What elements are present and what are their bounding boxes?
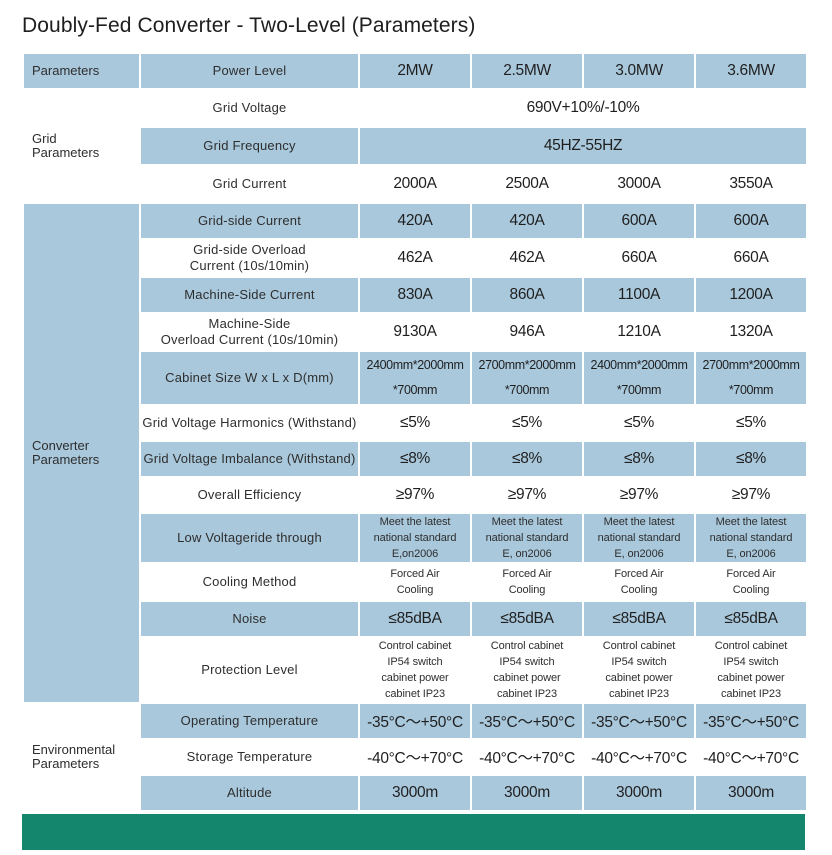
group-converter-parameters: Converter Parameters: [22, 202, 141, 704]
converter-value-11-2: ≤85dBA: [470, 600, 584, 638]
converter-value-8-2: ≥97%: [470, 476, 584, 514]
converter-value-1-2: 420A: [470, 202, 584, 240]
column-header-3: 3.0MW: [582, 52, 696, 90]
environmental-value-3-1: 3000m: [358, 774, 472, 812]
converter-value-4-3: 1210A: [582, 312, 696, 352]
grid-param-2: Grid Frequency: [139, 126, 360, 166]
environmental-param-1: Operating Temperature: [139, 702, 360, 740]
converter-param-5: Cabinet Size W x L x D(mm): [139, 350, 360, 406]
converter-value-7-3: ≤8%: [582, 440, 696, 478]
converter-value-6-2: ≤5%: [470, 404, 584, 442]
page-title: Doubly-Fed Converter - Two-Level (Parame…: [22, 14, 476, 37]
param-header-cell: Power Level: [139, 52, 360, 90]
converter-value-6-4: ≤5%: [694, 404, 808, 442]
converter-value-3-2: 860A: [470, 276, 584, 314]
grid-value-3-1: 2000A: [358, 164, 472, 204]
environmental-value-3-4: 3000m: [694, 774, 808, 812]
environmental-param-3: Altitude: [139, 774, 360, 812]
converter-value-9-4: Meet the latest national standard E, on200…: [694, 512, 808, 564]
grid-param-1: Grid Voltage: [139, 88, 360, 128]
converter-value-4-4: 1320A: [694, 312, 808, 352]
converter-param-11: Noise: [139, 600, 360, 638]
converter-value-9-2: Meet the latest national standard E, on200…: [470, 512, 584, 564]
converter-param-6: Grid Voltage Harmonics (Withstand): [139, 404, 360, 442]
converter-value-11-1: ≤85dBA: [358, 600, 472, 638]
environmental-value-2-2: -40°C～+70°C: [470, 738, 584, 776]
environmental-value-2-1: -40°C～+70°C: [358, 738, 472, 776]
converter-param-3: Machine-Side Current: [139, 276, 360, 314]
environmental-value-3-2: 3000m: [470, 774, 584, 812]
converter-value-11-4: ≤85dBA: [694, 600, 808, 638]
environmental-value-1-1: -35°C～+50°C: [358, 702, 472, 740]
converter-param-9: Low Voltageride through: [139, 512, 360, 564]
grid-merged-value-1: 690V+10%/-10%: [358, 88, 808, 128]
grid-value-3-4: 3550A: [694, 164, 808, 204]
grid-param-3: Grid Current: [139, 164, 360, 204]
group-environmental-parameters: Environmental Parameters: [22, 702, 141, 812]
converter-value-10-1: Forced Air Cooling: [358, 562, 472, 602]
converter-value-2-2: 462A: [470, 238, 584, 278]
environmental-value-3-3: 3000m: [582, 774, 696, 812]
converter-param-4: Machine-Side Overload Current (10s/10min): [139, 312, 360, 352]
converter-value-12-4: Control cabinet IP54 switch cabinet power c…: [694, 636, 808, 704]
converter-value-4-2: 946A: [470, 312, 584, 352]
converter-value-1-3: 600A: [582, 202, 696, 240]
converter-value-3-3: 1100A: [582, 276, 696, 314]
parameters-table: Parameters Power Level 2MW 2.5MW 3.0MW 3.6MW G…: [22, 52, 808, 812]
converter-value-5-1: 2400mm*2000mm *700mm: [358, 350, 472, 406]
grid-value-3-2: 2500A: [470, 164, 584, 204]
converter-value-10-3: Forced Air Cooling: [582, 562, 696, 602]
converter-value-7-2: ≤8%: [470, 440, 584, 478]
converter-value-5-4: 2700mm*2000mm *700mm: [694, 350, 808, 406]
converter-value-1-4: 600A: [694, 202, 808, 240]
environmental-param-2: Storage Temperature: [139, 738, 360, 776]
converter-value-9-3: Meet the latest national standard E, on200…: [582, 512, 696, 564]
converter-param-12: Protection Level: [139, 636, 360, 704]
converter-value-11-3: ≤85dBA: [582, 600, 696, 638]
grid-merged-value-2: 45HZ-55HZ: [358, 126, 808, 166]
converter-value-4-1: 9130A: [358, 312, 472, 352]
converter-param-7: Grid Voltage Imbalance (Withstand): [139, 440, 360, 478]
environmental-value-1-4: -35°C～+50°C: [694, 702, 808, 740]
column-header-1: 2MW: [358, 52, 472, 90]
group-grid-parameters: Grid Parameters: [22, 88, 141, 204]
converter-value-2-4: 660A: [694, 238, 808, 278]
converter-value-5-2: 2700mm*2000mm *700mm: [470, 350, 584, 406]
converter-value-3-1: 830A: [358, 276, 472, 314]
converter-value-2-1: 462A: [358, 238, 472, 278]
converter-value-7-1: ≤8%: [358, 440, 472, 478]
converter-value-9-1: Meet the latest national standard E,on2006: [358, 512, 472, 564]
converter-value-6-1: ≤5%: [358, 404, 472, 442]
environmental-value-2-4: -40°C～+70°C: [694, 738, 808, 776]
converter-param-8: Overall Efficiency: [139, 476, 360, 514]
grid-value-3-3: 3000A: [582, 164, 696, 204]
converter-value-8-1: ≥97%: [358, 476, 472, 514]
converter-value-8-3: ≥97%: [582, 476, 696, 514]
column-header-2: 2.5MW: [470, 52, 584, 90]
footer-bar: [22, 814, 805, 850]
converter-value-8-4: ≥97%: [694, 476, 808, 514]
converter-value-12-1: Control cabinet IP54 switch cabinet power c…: [358, 636, 472, 704]
converter-value-7-4: ≤8%: [694, 440, 808, 478]
converter-param-1: Grid-side Current: [139, 202, 360, 240]
converter-value-5-3: 2400mm*2000mm *700mm: [582, 350, 696, 406]
converter-value-12-2: Control cabinet IP54 switch cabinet power c…: [470, 636, 584, 704]
converter-value-2-3: 660A: [582, 238, 696, 278]
converter-value-12-3: Control cabinet IP54 switch cabinet power c…: [582, 636, 696, 704]
environmental-value-1-3: -35°C～+50°C: [582, 702, 696, 740]
group-header-cell: Parameters: [22, 52, 141, 90]
environmental-value-1-2: -35°C～+50°C: [470, 702, 584, 740]
environmental-value-2-3: -40°C～+70°C: [582, 738, 696, 776]
converter-value-6-3: ≤5%: [582, 404, 696, 442]
converter-value-1-1: 420A: [358, 202, 472, 240]
column-header-4: 3.6MW: [694, 52, 808, 90]
converter-value-10-4: Forced Air Cooling: [694, 562, 808, 602]
converter-value-3-4: 1200A: [694, 276, 808, 314]
converter-param-2: Grid-side Overload Current (10s/10min): [139, 238, 360, 278]
converter-value-10-2: Forced Air Cooling: [470, 562, 584, 602]
converter-param-10: Cooling Method: [139, 562, 360, 602]
